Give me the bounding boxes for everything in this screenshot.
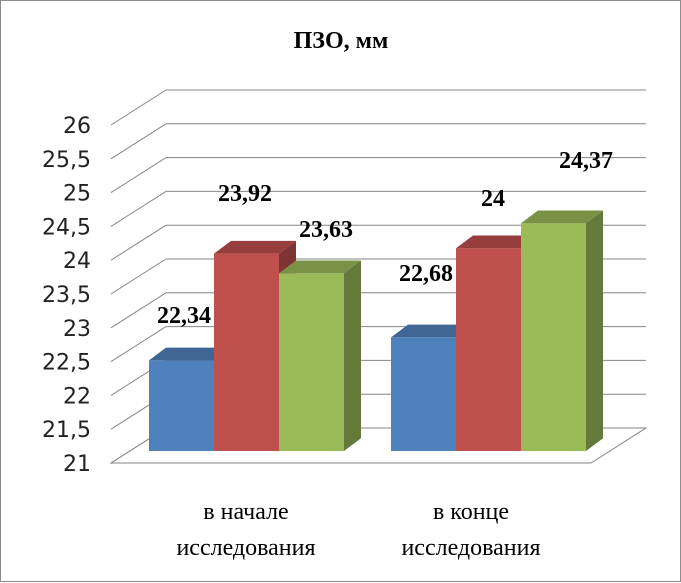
bar-top xyxy=(279,260,361,274)
gridline-side xyxy=(110,157,167,194)
bar-front xyxy=(214,253,279,451)
bar-top xyxy=(214,240,296,254)
chart-title: ПЗО, мм xyxy=(294,28,389,54)
bar-front xyxy=(521,223,586,451)
bar xyxy=(279,260,361,451)
gridline-side xyxy=(110,224,167,261)
gridline-side xyxy=(110,292,167,329)
bar-top xyxy=(456,235,538,249)
y-axis-ticks: 21 21,5 22 22,5 23 23,5 24 24,5 25 25,5 26 xyxy=(42,114,91,477)
bar-front xyxy=(456,248,521,451)
y-tick-label: 23 xyxy=(63,317,91,342)
gridline-side xyxy=(110,190,167,227)
data-label: 23,63 xyxy=(299,217,353,243)
category-label: исследования xyxy=(176,535,315,561)
data-label: 22,68 xyxy=(399,261,453,287)
bar xyxy=(521,210,603,451)
bar xyxy=(391,324,473,451)
bars xyxy=(149,210,603,451)
x-axis-categories: в начале исследования в конце исследования xyxy=(176,499,540,561)
y-tick-label: 24,5 xyxy=(42,215,91,240)
bar-top xyxy=(391,324,473,338)
data-labels: 22,34 23,92 23,63 22,68 24 24,37 xyxy=(157,148,613,329)
data-label: 22,34 xyxy=(157,303,211,329)
y-tick-label: 22 xyxy=(63,384,91,409)
data-label: 24,37 xyxy=(559,148,613,174)
y-tick-label: 22,5 xyxy=(42,351,91,376)
bar-top xyxy=(149,347,231,361)
y-tick-label: 23,5 xyxy=(42,283,91,308)
gridline-side xyxy=(110,123,167,160)
data-label: 23,92 xyxy=(218,181,272,207)
data-label: 24 xyxy=(481,186,505,212)
bar-top xyxy=(521,210,603,224)
category-label: в конце xyxy=(433,499,509,525)
gridline-side xyxy=(110,258,167,295)
gridline-side xyxy=(110,89,167,126)
y-tick-label: 21 xyxy=(63,452,91,477)
category-label: в начале xyxy=(203,499,288,525)
floor xyxy=(109,427,648,464)
y-tick-label: 21,5 xyxy=(42,418,91,443)
bar-front xyxy=(149,360,214,451)
gridline-side xyxy=(110,326,167,363)
y-tick-label: 25 xyxy=(63,182,91,207)
y-tick-label: 25,5 xyxy=(42,148,91,173)
bar-front xyxy=(391,337,456,451)
bar-front xyxy=(279,273,344,451)
bar-side xyxy=(586,210,603,451)
category-label: исследования xyxy=(401,535,540,561)
y-tick-label: 24 xyxy=(63,249,91,274)
y-tick-label: 26 xyxy=(63,114,91,139)
bar-side xyxy=(344,260,361,451)
